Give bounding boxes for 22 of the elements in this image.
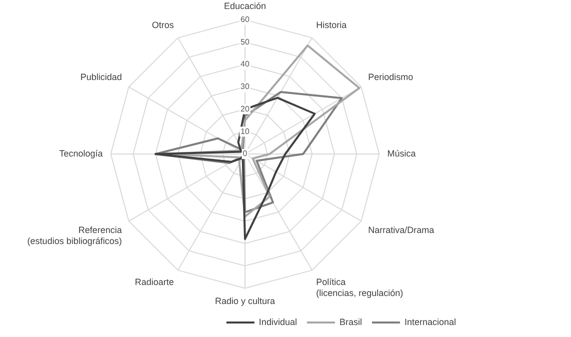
y-tick-label: 10 xyxy=(240,126,250,136)
spoke-label: Publicidad xyxy=(80,72,122,82)
legend-label: Internacional xyxy=(404,316,456,327)
y-tick-label: 60 xyxy=(240,15,250,24)
spoke-label: Tecnología xyxy=(59,148,103,158)
spoke-label: Educación xyxy=(224,0,266,11)
y-tick-label: 50 xyxy=(240,37,250,46)
spoke-label: Música xyxy=(387,148,416,158)
y-tick-label: 40 xyxy=(240,60,250,69)
legend-label: Brasil xyxy=(339,316,362,327)
spoke-label: Periodismo xyxy=(368,72,414,82)
spoke-label: Radioarte xyxy=(134,277,174,288)
spoke-label: Referencia (estudios bibliográficos) xyxy=(27,224,122,246)
spoke-label: Historia xyxy=(316,20,347,30)
y-tick-label: 0 xyxy=(242,149,248,158)
spoke-label: Otros xyxy=(152,20,174,30)
spoke-label: Narrativa/Drama xyxy=(368,224,434,235)
y-tick-label: 30 xyxy=(240,82,250,92)
spoke-label: Radio y cultura xyxy=(214,296,276,306)
spoke-label: Política (licencias, regulación) xyxy=(316,277,404,298)
y-tick-label: 20 xyxy=(240,104,250,114)
legend-label: Individual xyxy=(258,316,297,327)
